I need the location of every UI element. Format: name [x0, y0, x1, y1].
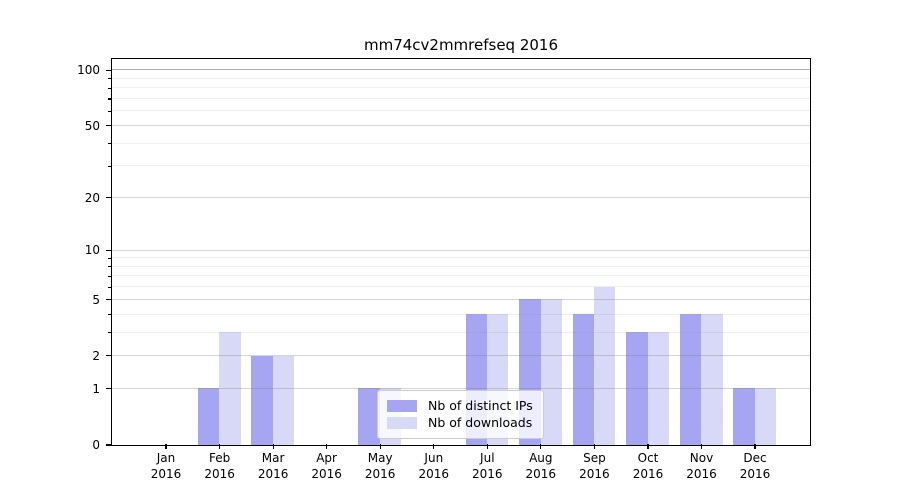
- bar-downloads-feb: [219, 332, 241, 445]
- gridline-y-7: [111, 275, 810, 277]
- y-minor-tickmark-4: [108, 313, 111, 316]
- y-tick-label-0: 0: [92, 438, 100, 452]
- y-minor-tickmark-30: [108, 165, 111, 167]
- gridline-y-6: [111, 286, 810, 288]
- x-tickmark-oct: [647, 444, 649, 449]
- bar-downloads-dec: [754, 388, 777, 445]
- y-tick-label-50: 50: [84, 118, 100, 133]
- y-tick-label-10: 10: [84, 243, 100, 258]
- gridline-y-70: [111, 98, 810, 100]
- gridline-y-40: [111, 142, 810, 144]
- gridline-y-60: [111, 110, 810, 112]
- x-tick-label-mar: Mar 2016: [257, 451, 289, 481]
- gridline-y-9: [111, 257, 810, 259]
- y-minor-tickmark-9: [108, 257, 111, 259]
- legend-label-ips: Nb of distinct IPs: [428, 398, 533, 413]
- y-minor-tickmark-70: [108, 98, 111, 100]
- legend-swatch-downloads: [387, 417, 417, 429]
- y-tickmark-0: [106, 444, 111, 446]
- gridline-y-10: [111, 249, 810, 251]
- bar-ips-sep: [572, 314, 595, 445]
- y-minor-tickmark-90: [108, 78, 111, 80]
- legend-item-downloads: Nb of downloads: [387, 415, 533, 431]
- bar-downloads-oct: [647, 332, 670, 445]
- bar-downloads-nov: [701, 314, 723, 445]
- y-tickmark-100: [106, 69, 111, 71]
- y-minor-tickmark-60: [108, 110, 111, 112]
- x-tick-label-apr: Apr 2016: [311, 451, 342, 481]
- x-tickmark-jun: [433, 444, 435, 449]
- legend-label-downloads: Nb of downloads: [428, 415, 533, 430]
- grid-layer: [111, 59, 810, 445]
- y-minor-tickmark-7: [108, 275, 111, 277]
- gridline-y-1: [111, 387, 810, 389]
- y-minor-tickmark-6: [108, 286, 111, 288]
- legend: Nb of distinct IPs Nb of downloads: [377, 390, 544, 439]
- x-tick-label-oct: Oct 2016: [632, 451, 664, 481]
- bar-ips-mar: [251, 355, 273, 445]
- y-tickmark-50: [106, 125, 111, 127]
- x-tickmark-aug: [540, 444, 542, 449]
- bar-ips-may: [358, 388, 380, 445]
- bar-ips-feb: [197, 388, 220, 445]
- x-tickmark-sep: [593, 444, 596, 449]
- x-tick-label-jan: Jan 2016: [150, 451, 182, 481]
- plot-area: [110, 57, 811, 446]
- x-tick-label-sep: Sep 2016: [579, 451, 610, 481]
- y-tick-label-2: 2: [92, 348, 100, 363]
- y-minor-tickmark-80: [108, 87, 111, 89]
- x-tickmark-may: [379, 444, 381, 449]
- bar-ips-dec: [733, 388, 755, 445]
- y-minor-tickmark-3: [108, 331, 111, 334]
- gridline-y-20: [111, 197, 810, 198]
- x-tick-label-nov: Nov 2016: [686, 451, 717, 481]
- gridline-y-50: [111, 124, 810, 126]
- x-tick-label-may: May 2016: [364, 451, 396, 481]
- y-tickmark-20: [106, 197, 111, 199]
- gridline-y-5: [111, 298, 810, 300]
- gridline-y-4: [111, 313, 810, 315]
- x-tick-label-aug: Aug 2016: [525, 451, 557, 481]
- y-tickmark-5: [106, 298, 111, 301]
- y-tick-label-1: 1: [92, 381, 100, 396]
- y-minor-tickmark-8: [108, 266, 111, 268]
- chart-title: mm74cv2mmrefseq 2016: [363, 36, 559, 54]
- y-tickmark-10: [106, 249, 111, 251]
- x-tick-label-jun: Jun 2016: [418, 451, 450, 481]
- gridline-y-8: [111, 265, 810, 267]
- x-tick-label-jul: Jul 2016: [472, 451, 503, 481]
- x-tickmark-jul: [486, 444, 488, 449]
- gridline-y-80: [111, 87, 810, 89]
- x-tick-label-dec: Dec 2016: [739, 451, 771, 481]
- bar-downloads-mar: [272, 355, 295, 445]
- x-tickmark-apr: [326, 444, 328, 449]
- bar-ips-nov: [679, 314, 702, 445]
- bar-ips-oct: [626, 332, 648, 445]
- bar-downloads-sep: [594, 286, 616, 445]
- gridline-y-100: [111, 69, 810, 71]
- x-tickmark-feb: [218, 444, 221, 449]
- bar-downloads-aug: [540, 299, 562, 445]
- y-minor-tickmark-40: [108, 143, 111, 145]
- y-tickmark-1: [106, 388, 111, 390]
- legend-swatch-ips: [387, 400, 417, 412]
- gridline-y-30: [111, 165, 810, 167]
- x-tickmark-jan: [165, 444, 167, 449]
- x-tickmark-mar: [272, 444, 274, 449]
- y-tick-label-20: 20: [84, 190, 100, 205]
- x-tickmark-nov: [700, 444, 703, 449]
- y-tick-label-100: 100: [77, 63, 100, 78]
- gridline-y-2: [111, 355, 810, 356]
- y-tick-label-5: 5: [92, 292, 100, 307]
- gridline-y-90: [111, 77, 810, 79]
- y-tickmark-2: [106, 355, 111, 357]
- x-tick-label-feb: Feb 2016: [204, 451, 235, 481]
- legend-item-distinct-ips: Nb of distinct IPs: [387, 398, 533, 414]
- x-tickmark-dec: [754, 444, 756, 449]
- gridline-y-3: [111, 331, 810, 333]
